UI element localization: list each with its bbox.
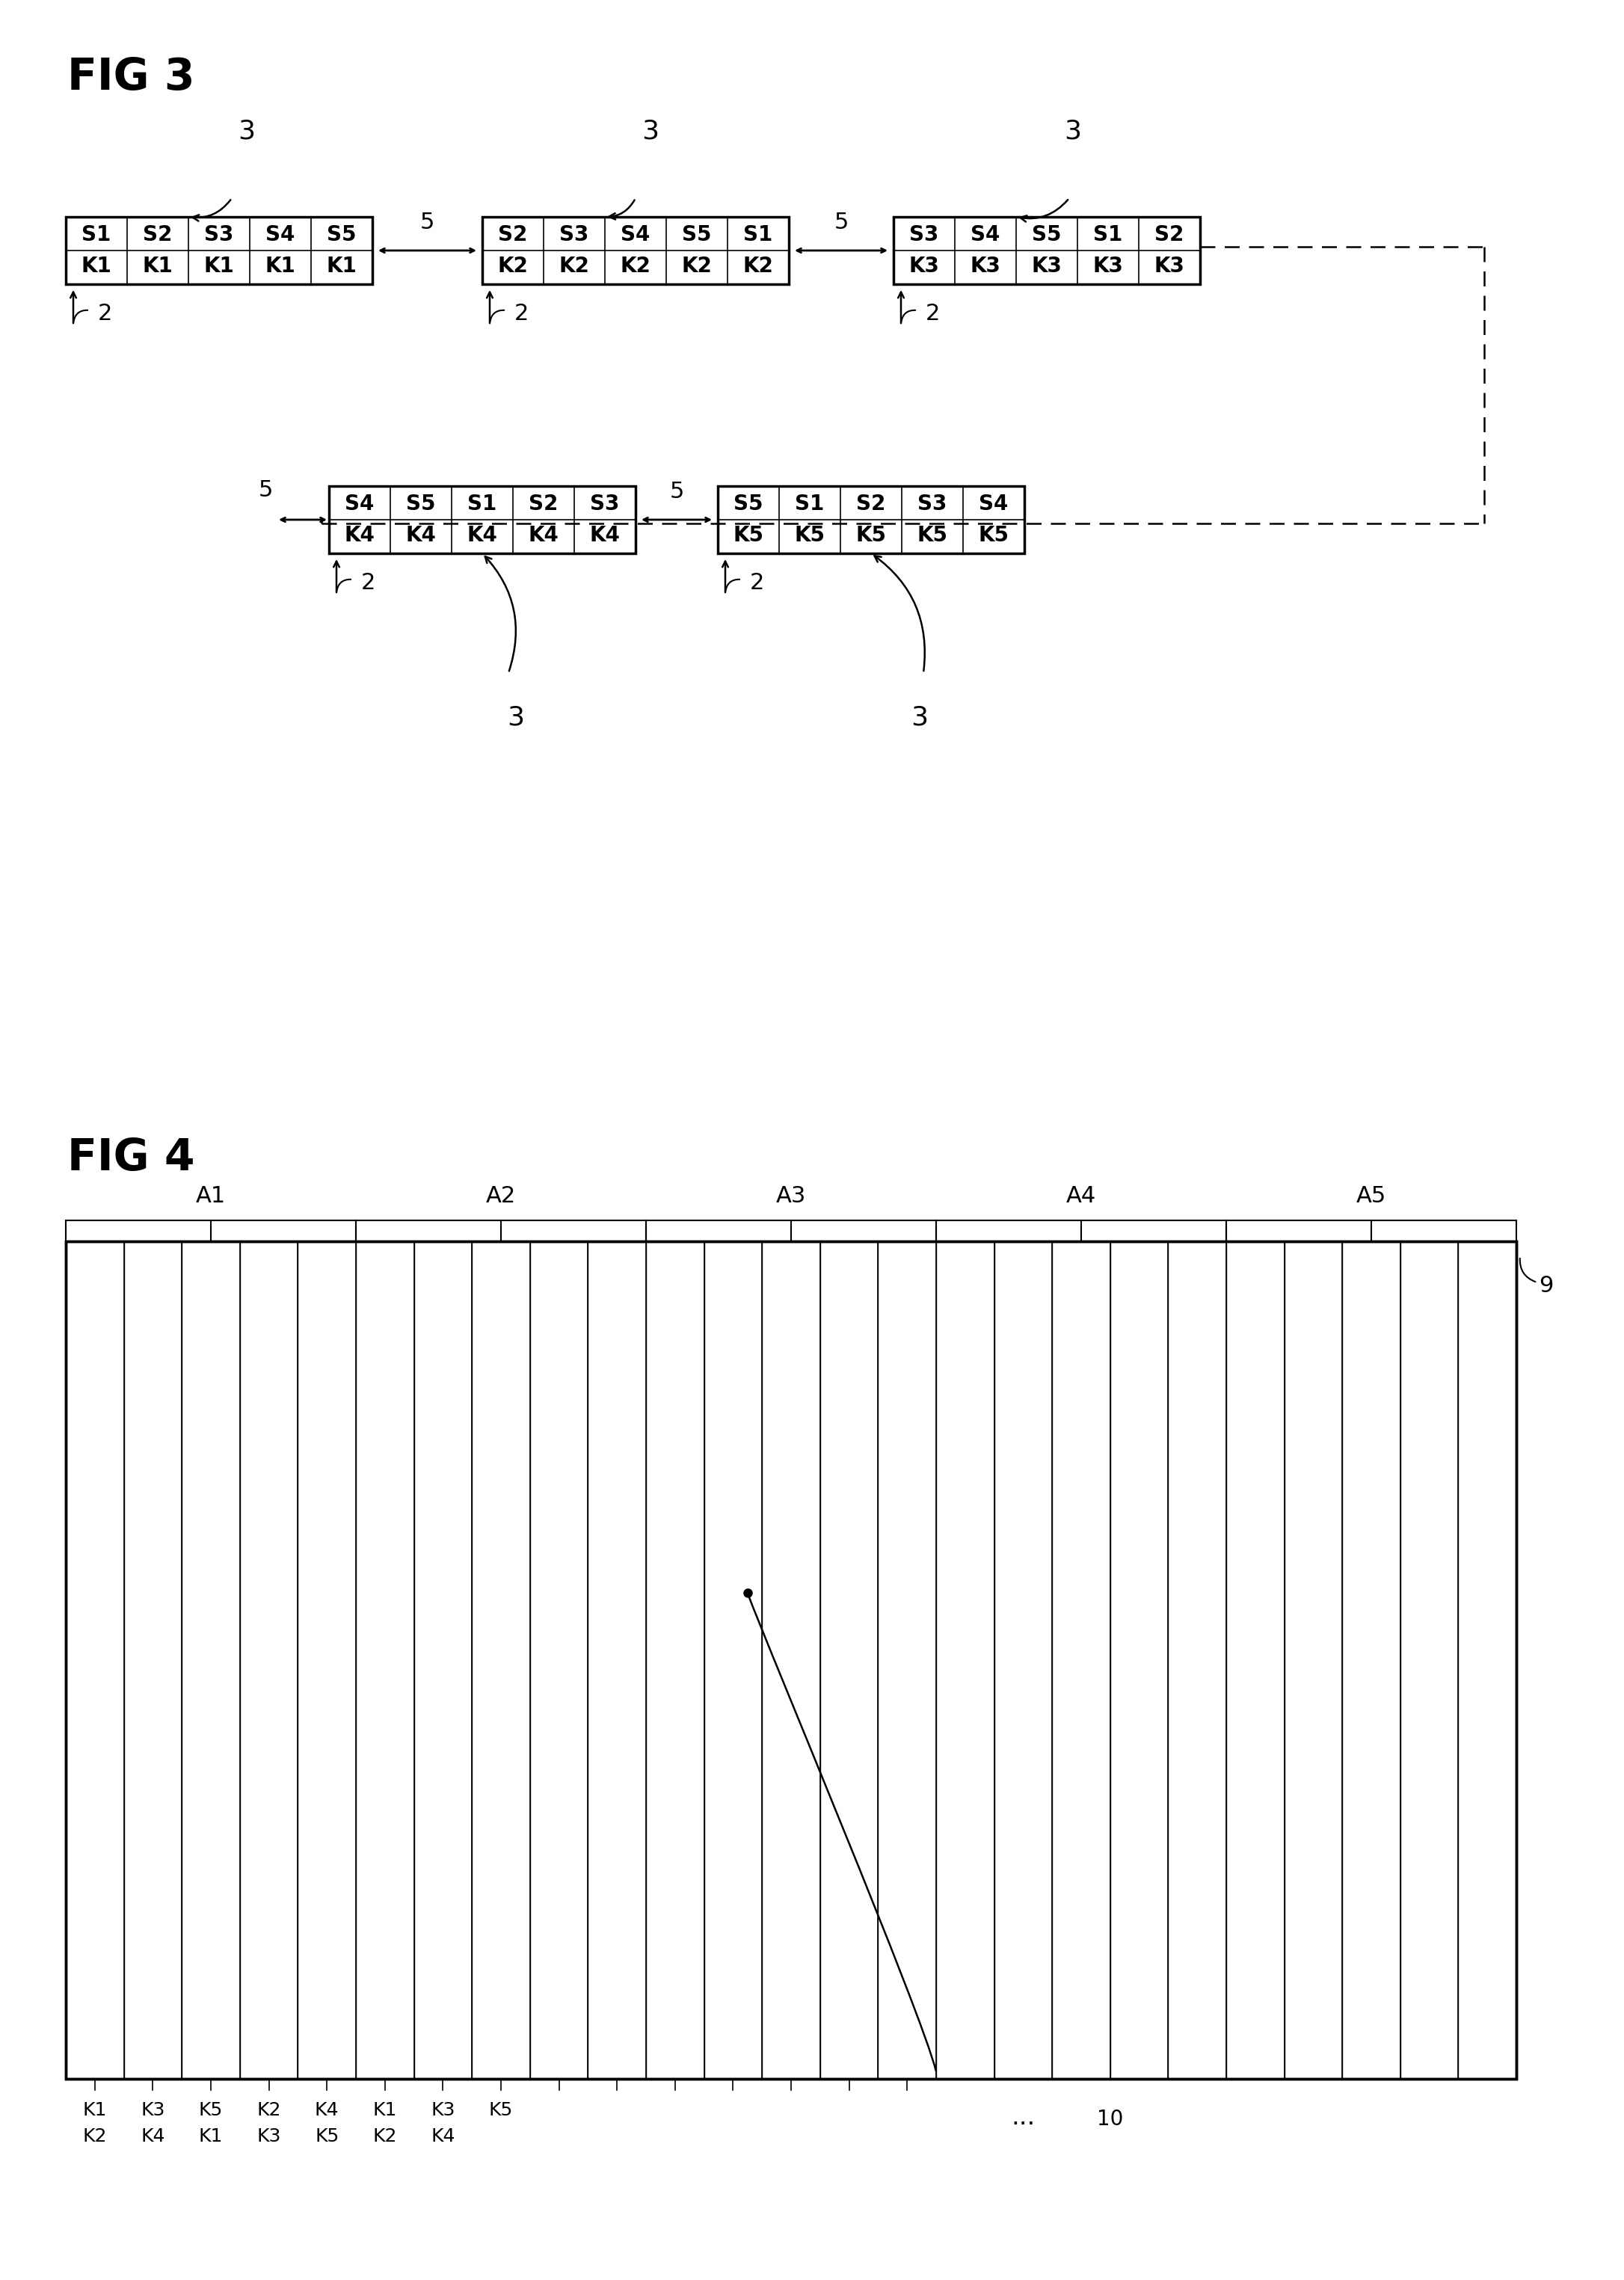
Text: S5: S5 xyxy=(1031,223,1062,246)
Text: K3: K3 xyxy=(430,2102,455,2118)
Text: K1: K1 xyxy=(143,255,174,276)
Text: S4: S4 xyxy=(971,223,1000,246)
Text: K5: K5 xyxy=(489,2102,513,2118)
Text: 3: 3 xyxy=(641,119,659,144)
Text: FIG 4: FIG 4 xyxy=(67,1138,195,1179)
Text: K5: K5 xyxy=(794,524,825,545)
Text: K1: K1 xyxy=(83,2102,107,2118)
Text: A1: A1 xyxy=(197,1186,226,1206)
Text: 2: 2 xyxy=(97,303,112,326)
Text: A3: A3 xyxy=(776,1186,806,1206)
Text: K5: K5 xyxy=(918,524,948,545)
Text: K2: K2 xyxy=(257,2102,281,2118)
Bar xyxy=(67,1240,1517,2079)
Text: K1: K1 xyxy=(81,255,112,276)
Text: S2: S2 xyxy=(856,495,885,515)
Bar xyxy=(67,217,372,285)
Text: S1: S1 xyxy=(796,495,825,515)
Text: K2: K2 xyxy=(742,255,773,276)
Text: 3: 3 xyxy=(1064,119,1082,144)
Text: 2: 2 xyxy=(749,572,763,595)
Text: S5: S5 xyxy=(406,495,435,515)
Text: K2: K2 xyxy=(620,255,651,276)
Text: 3: 3 xyxy=(911,705,929,730)
Text: S1: S1 xyxy=(1093,223,1122,246)
Text: K4: K4 xyxy=(406,524,437,545)
Text: S3: S3 xyxy=(590,495,620,515)
Text: 2: 2 xyxy=(926,303,940,326)
Text: 10: 10 xyxy=(1096,2109,1124,2130)
Text: K3: K3 xyxy=(1093,255,1124,276)
Text: S5: S5 xyxy=(682,223,711,246)
Bar xyxy=(67,1240,1517,2079)
Text: 2: 2 xyxy=(361,572,375,595)
Text: S4: S4 xyxy=(979,495,1009,515)
Text: K5: K5 xyxy=(315,2127,339,2145)
Text: A5: A5 xyxy=(1356,1186,1387,1206)
Text: K3: K3 xyxy=(141,2102,166,2118)
Text: K3: K3 xyxy=(257,2127,281,2145)
Text: FIG 3: FIG 3 xyxy=(67,57,195,98)
Text: K5: K5 xyxy=(732,524,763,545)
Text: S5: S5 xyxy=(734,495,763,515)
Text: K4: K4 xyxy=(590,524,620,545)
Text: K1: K1 xyxy=(374,2102,396,2118)
Text: ...: ... xyxy=(1012,2104,1034,2130)
Text: K4: K4 xyxy=(315,2102,339,2118)
Text: K5: K5 xyxy=(198,2102,222,2118)
Text: K4: K4 xyxy=(528,524,559,545)
Text: S4: S4 xyxy=(620,223,650,246)
Text: 5: 5 xyxy=(833,212,848,233)
Text: K2: K2 xyxy=(497,255,528,276)
Text: S1: S1 xyxy=(468,495,497,515)
Text: S3: S3 xyxy=(205,223,234,246)
Text: S1: S1 xyxy=(744,223,773,246)
Text: 5: 5 xyxy=(421,212,435,233)
Bar xyxy=(330,486,635,554)
Text: 9: 9 xyxy=(1540,1275,1553,1297)
Text: S2: S2 xyxy=(1155,223,1184,246)
Text: S2: S2 xyxy=(499,223,528,246)
Bar xyxy=(482,217,789,285)
Text: K3: K3 xyxy=(970,255,1000,276)
Text: A2: A2 xyxy=(486,1186,516,1206)
Text: S3: S3 xyxy=(909,223,939,246)
Text: S3: S3 xyxy=(918,495,947,515)
Text: S2: S2 xyxy=(143,223,172,246)
Text: K3: K3 xyxy=(1031,255,1062,276)
Text: S1: S1 xyxy=(81,223,110,246)
Text: K4: K4 xyxy=(141,2127,166,2145)
Text: K4: K4 xyxy=(344,524,375,545)
Bar xyxy=(718,486,1025,554)
Text: K2: K2 xyxy=(83,2127,107,2145)
Text: K1: K1 xyxy=(326,255,357,276)
Text: K2: K2 xyxy=(682,255,713,276)
Text: K3: K3 xyxy=(909,255,939,276)
Text: 2: 2 xyxy=(513,303,528,326)
Text: 5: 5 xyxy=(669,481,684,502)
Text: K5: K5 xyxy=(978,524,1009,545)
Text: A4: A4 xyxy=(1065,1186,1096,1206)
Text: K1: K1 xyxy=(198,2127,222,2145)
Text: S4: S4 xyxy=(266,223,296,246)
Text: K4: K4 xyxy=(430,2127,455,2145)
Text: S3: S3 xyxy=(560,223,590,246)
Text: K2: K2 xyxy=(559,255,590,276)
Text: K1: K1 xyxy=(205,255,234,276)
Text: 3: 3 xyxy=(507,705,525,730)
Text: S2: S2 xyxy=(529,495,559,515)
Text: K2: K2 xyxy=(374,2127,396,2145)
Bar xyxy=(893,217,1200,285)
Text: K3: K3 xyxy=(1155,255,1184,276)
Text: K1: K1 xyxy=(265,255,296,276)
Text: 5: 5 xyxy=(258,479,273,502)
Text: S4: S4 xyxy=(344,495,375,515)
Text: K5: K5 xyxy=(856,524,887,545)
Text: K4: K4 xyxy=(468,524,497,545)
Text: S5: S5 xyxy=(326,223,356,246)
Text: 3: 3 xyxy=(239,119,255,144)
